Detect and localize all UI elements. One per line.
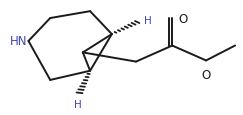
Text: H: H xyxy=(144,16,152,26)
Text: O: O xyxy=(178,12,188,25)
Text: O: O xyxy=(201,69,211,82)
Text: H: H xyxy=(74,100,82,109)
Text: HN: HN xyxy=(10,35,27,48)
